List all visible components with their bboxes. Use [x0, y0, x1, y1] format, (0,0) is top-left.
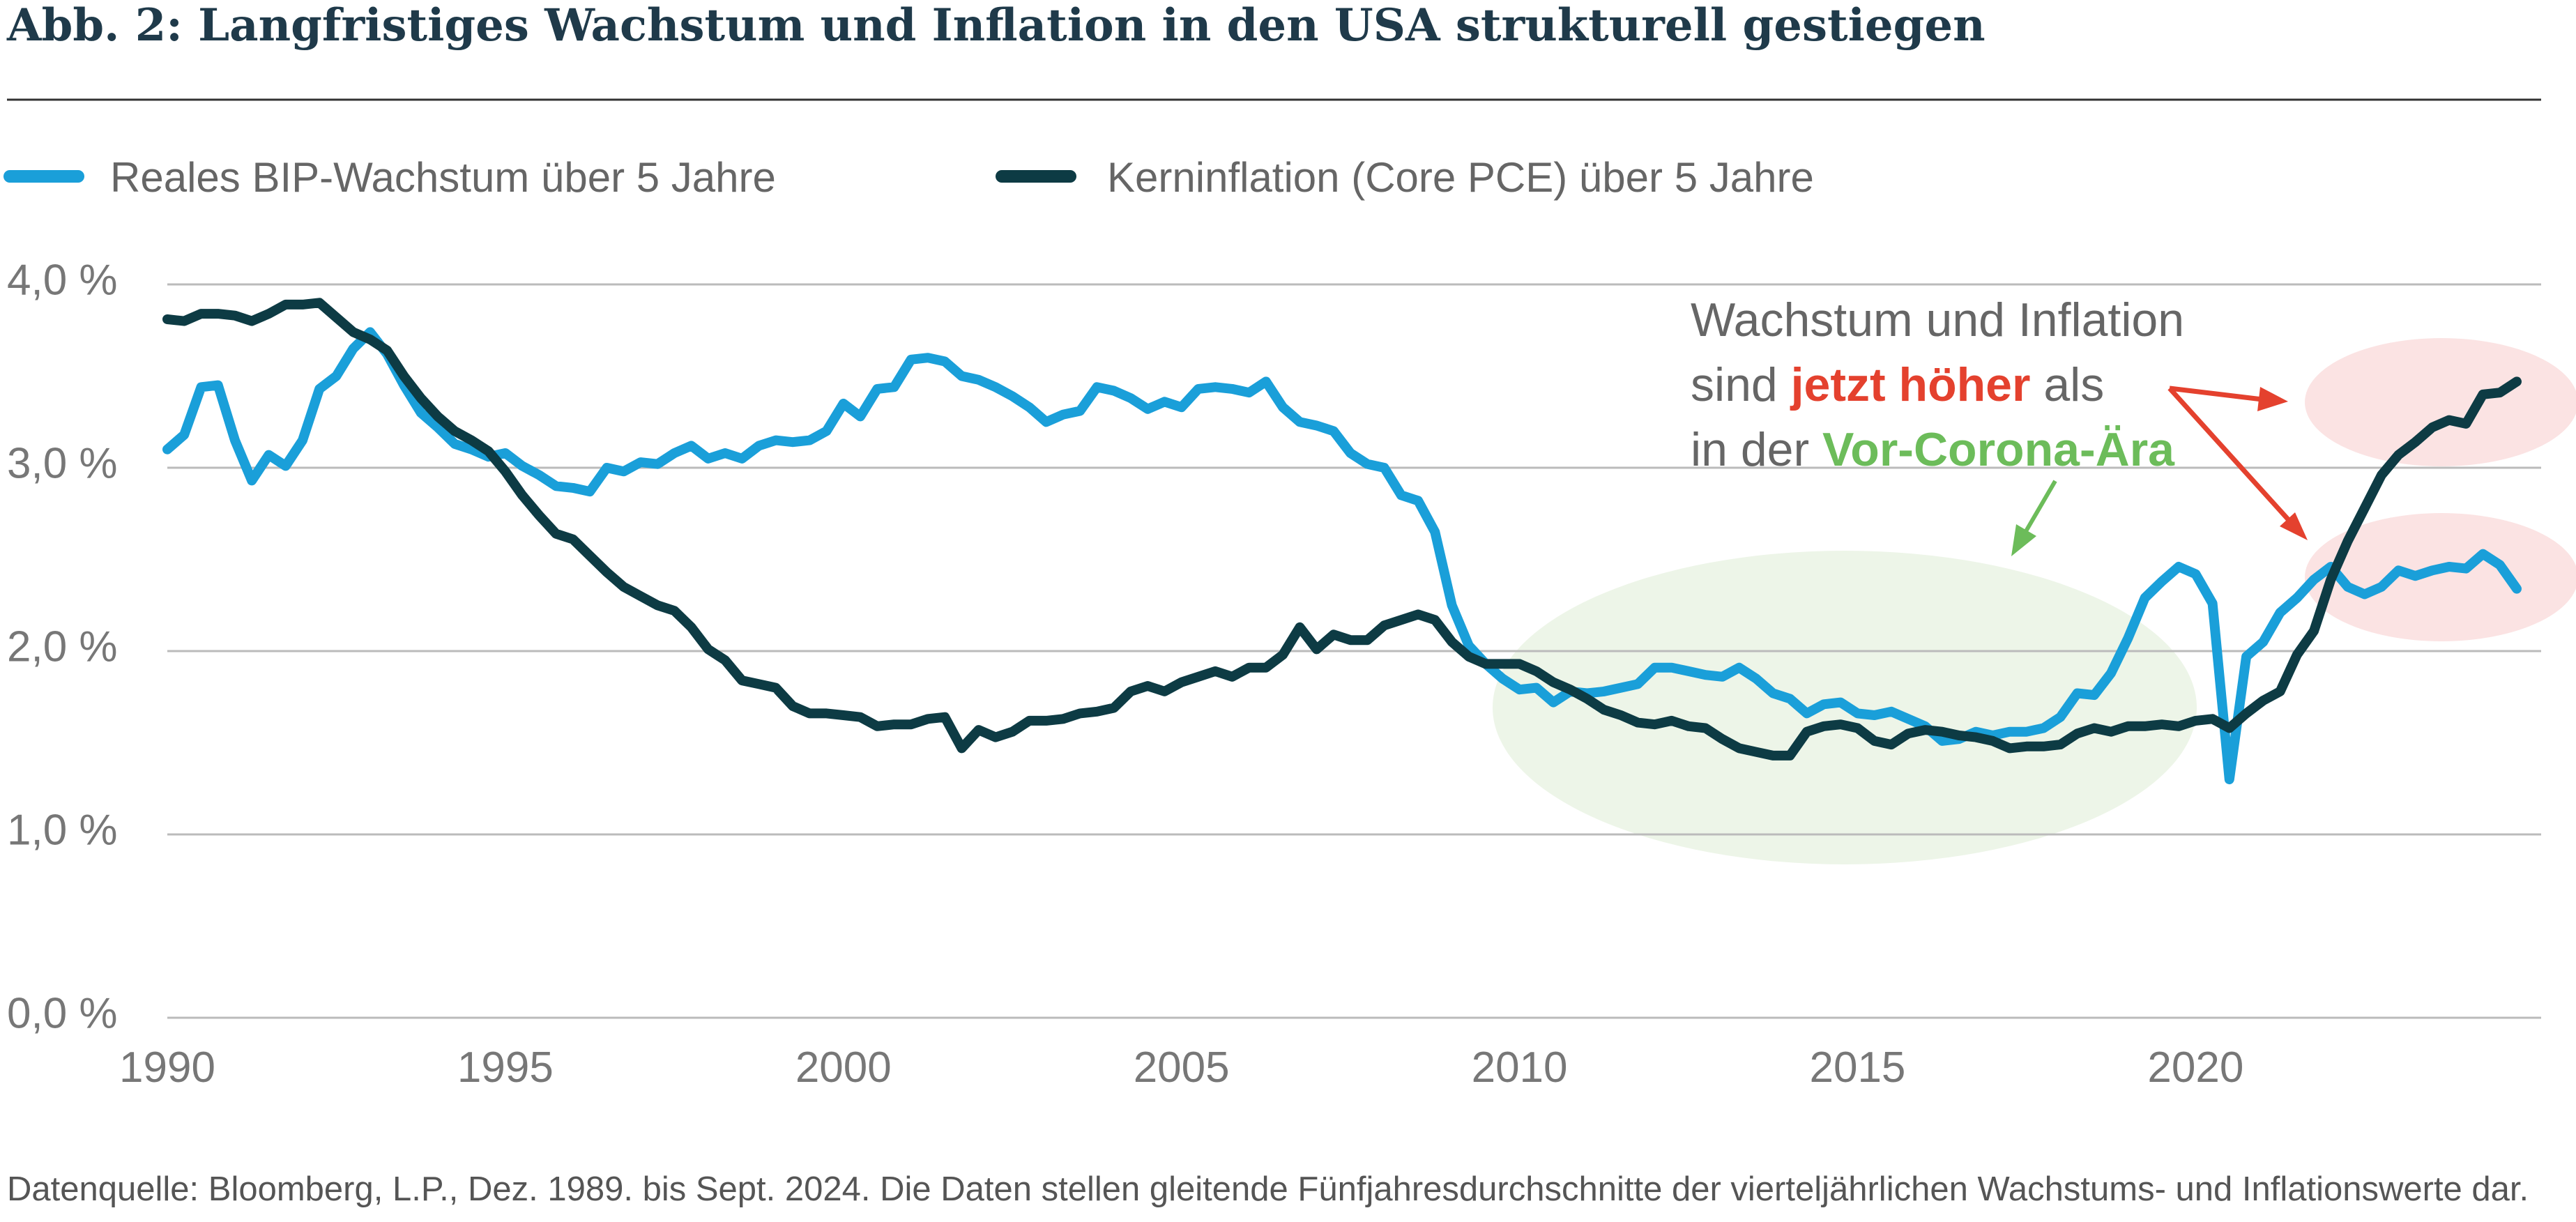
annotation-line-2-post: als	[2030, 358, 2104, 411]
annotation-highlight-green: Vor-Corona-Ära	[1822, 423, 2175, 476]
inflation-highlight-ellipse	[2305, 338, 2576, 466]
x-tick-label: 2005	[1134, 1044, 1230, 1092]
annotation-arrows	[2011, 385, 2308, 556]
arrow-green-to-ellipse	[2024, 480, 2057, 533]
annotation-highlight-red: jetzt höher	[1790, 358, 2031, 411]
x-axis: 1990 1995 2000 2005 2010 2015 2020	[119, 1044, 2243, 1092]
x-tick-label: 2010	[1472, 1044, 1568, 1092]
legend-label-gdp: Reales BIP-Wachstum über 5 Jahre	[110, 154, 776, 201]
x-tick-label: 1995	[457, 1044, 554, 1092]
y-tick-label: 3,0 %	[7, 439, 118, 487]
chart-title: Abb. 2: Langfristiges Wachstum und Infla…	[6, 0, 1986, 52]
y-tick-label: 1,0 %	[7, 806, 118, 854]
x-tick-label: 1990	[119, 1044, 215, 1092]
growth-highlight-ellipse	[2305, 513, 2576, 641]
y-tick-label: 4,0 %	[7, 256, 118, 304]
annotation-line-2-pre: sind	[1691, 358, 1791, 411]
legend-label-inflation: Kerninflation (Core PCE) über 5 Jahre	[1107, 154, 1814, 201]
core-inflation-line	[162, 298, 2522, 761]
arrow-red-to-inflation	[2169, 385, 2263, 402]
arrow-red-to-growth	[2167, 386, 2290, 521]
source-note: Datenquelle: Bloomberg, L.P., Dez. 1989.…	[7, 1170, 2529, 1208]
arrow-red-to-growth-head	[2280, 512, 2308, 540]
x-tick-label: 2000	[795, 1044, 892, 1092]
arrow-red-to-inflation-head	[2257, 387, 2288, 411]
annotation: Wachstum und Inflation sind jetzt höher …	[1691, 293, 2184, 476]
arrow-green-to-ellipse-head	[2011, 524, 2036, 556]
gdp-growth-line	[162, 327, 2522, 785]
y-gridlines	[167, 283, 2541, 1019]
legend: Reales BIP-Wachstum über 5 Jahre Kerninf…	[3, 154, 1814, 201]
x-tick-label: 2015	[1809, 1044, 1905, 1092]
x-tick-label: 2020	[2147, 1044, 2243, 1092]
annotation-line-3-pre: in der	[1691, 423, 1822, 476]
y-tick-label: 0,0 %	[7, 989, 118, 1037]
series-layer	[162, 298, 2522, 785]
y-tick-label: 2,0 %	[7, 623, 118, 671]
annotation-line-2: sind jetzt höher als	[1691, 358, 2104, 411]
annotation-line-1: Wachstum und Inflation	[1691, 293, 2184, 346]
annotation-line-3: in der Vor-Corona-Ära	[1691, 423, 2175, 476]
y-axis: 0,0 % 1,0 % 2,0 % 3,0 % 4,0 %	[7, 256, 118, 1037]
